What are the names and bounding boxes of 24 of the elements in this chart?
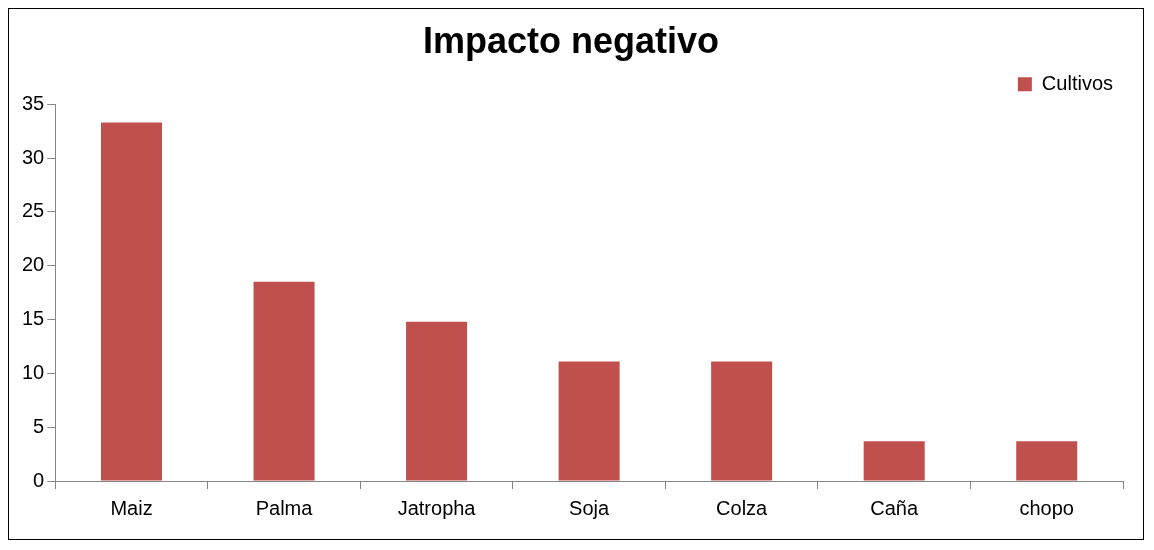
x-tick-label: Palma — [255, 496, 314, 519]
y-tick-label: 0 — [33, 468, 45, 491]
y-tick-label: 10 — [22, 360, 45, 383]
bar — [558, 361, 620, 481]
bar — [1016, 441, 1078, 481]
y-tick-label: 35 — [22, 91, 45, 114]
y-tick-label: 5 — [33, 414, 45, 437]
bar — [101, 122, 163, 481]
y-tick-label: 25 — [22, 199, 45, 222]
x-tick-label: Colza — [716, 496, 769, 519]
y-tick-label: 30 — [22, 145, 45, 168]
bar — [406, 321, 468, 481]
x-tick-label: Soja — [569, 496, 611, 519]
x-tick-label: Maiz — [110, 496, 153, 519]
chart-title: Impacto negativo — [422, 19, 720, 61]
y-tick-label: 15 — [22, 307, 45, 330]
x-tick-label: chopo — [1019, 496, 1074, 519]
y-tick-label: 20 — [22, 253, 45, 276]
bar — [711, 361, 773, 481]
x-tick-label: Jatropha — [397, 496, 477, 519]
bar — [253, 281, 315, 481]
x-tick-label: Caña — [870, 496, 919, 519]
bar — [863, 441, 925, 481]
legend-label: Cultivos — [1041, 71, 1114, 94]
